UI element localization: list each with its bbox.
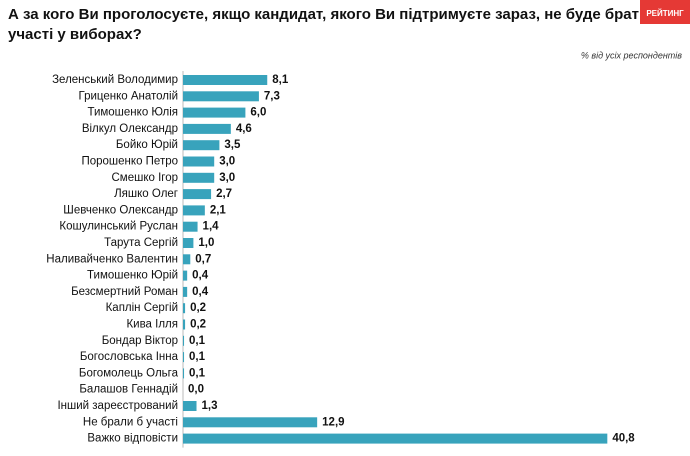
value-label: 6,0 bbox=[250, 107, 266, 119]
category-label: Богословська Інна bbox=[80, 351, 179, 363]
bar bbox=[183, 205, 205, 216]
bar bbox=[183, 221, 198, 232]
value-label: 0,0 bbox=[188, 384, 204, 396]
value-label: 1,3 bbox=[202, 400, 218, 412]
bar bbox=[183, 91, 259, 102]
category-label: Інший зареєстрований bbox=[57, 400, 178, 412]
value-label: 0,2 bbox=[190, 302, 206, 314]
logo: РЕЙТИНГ bbox=[646, 9, 684, 18]
category-label: Наливайченко Валентин bbox=[46, 253, 178, 265]
value-label: 3,0 bbox=[219, 172, 235, 184]
value-label: 2,7 bbox=[216, 188, 232, 200]
value-label: 40,8 bbox=[612, 433, 635, 445]
category-label: Тимошенко Юрій bbox=[87, 270, 178, 282]
category-label: Безсмертний Роман bbox=[71, 286, 178, 298]
value-label: 12,9 bbox=[322, 416, 344, 428]
category-label: Бондар Віктор bbox=[102, 335, 178, 347]
bar bbox=[183, 335, 185, 346]
value-label: 7,3 bbox=[264, 90, 280, 102]
category-label: Ляшко Олег bbox=[114, 188, 178, 200]
value-label: 8,1 bbox=[272, 74, 289, 86]
chart-title: А за кого Ви проголосуєте, якщо кандидат… bbox=[8, 6, 648, 23]
bar bbox=[183, 270, 188, 281]
value-label: 2,1 bbox=[210, 204, 227, 216]
category-label: Кива Ілля bbox=[126, 319, 178, 331]
bar bbox=[183, 401, 197, 411]
category-label: Смешко Ігор bbox=[111, 172, 178, 184]
bar bbox=[183, 286, 188, 297]
chart-title: участі у виборах? bbox=[8, 26, 142, 43]
value-label: 0,7 bbox=[195, 253, 211, 265]
category-label: Зеленський Володимир bbox=[52, 74, 178, 86]
category-label: Бойко Юрій bbox=[116, 139, 178, 151]
value-label: 3,5 bbox=[224, 139, 241, 151]
bar bbox=[183, 75, 268, 85]
bar bbox=[183, 172, 215, 183]
bar bbox=[183, 254, 191, 265]
value-label: 0,4 bbox=[192, 270, 209, 282]
value-label: 0,1 bbox=[189, 335, 206, 347]
category-label: Гриценко Анатолій bbox=[79, 90, 179, 102]
value-label: 1,0 bbox=[198, 237, 214, 249]
category-label: Шевченко Олександр bbox=[63, 204, 178, 216]
category-label: Балашов Геннадій bbox=[79, 384, 178, 396]
value-label: 4,6 bbox=[236, 123, 252, 135]
bar bbox=[183, 352, 185, 363]
bar bbox=[183, 156, 215, 167]
category-label: Кошулинський Руслан bbox=[59, 221, 178, 233]
bar bbox=[183, 433, 608, 444]
bar bbox=[183, 319, 186, 330]
bar bbox=[183, 368, 185, 379]
bar bbox=[183, 303, 186, 314]
category-label: Богомолець Ольга bbox=[79, 367, 179, 379]
category-label: Тарута Сергій bbox=[104, 237, 178, 249]
value-label: 1,4 bbox=[203, 221, 220, 233]
bar bbox=[183, 417, 318, 428]
bar bbox=[183, 189, 212, 200]
category-label: Вілкул Олександр bbox=[82, 123, 178, 135]
value-label: 3,0 bbox=[219, 156, 235, 168]
category-label: Порошенко Петро bbox=[81, 156, 178, 168]
category-label: Не брали б участі bbox=[83, 416, 178, 428]
value-label: 0,1 bbox=[189, 351, 206, 363]
value-label: 0,2 bbox=[190, 319, 206, 331]
category-label: Каплін Сергій bbox=[106, 302, 178, 314]
subtitle: % від усіх респондентів bbox=[581, 50, 682, 60]
category-label: Тимошенко Юлія bbox=[87, 107, 178, 119]
bar bbox=[183, 140, 220, 151]
value-label: 0,4 bbox=[192, 286, 209, 298]
category-label: Важко відповісти bbox=[87, 433, 178, 445]
bar bbox=[183, 238, 194, 248]
logo-box bbox=[640, 0, 690, 24]
value-label: 0,1 bbox=[189, 367, 206, 379]
bar bbox=[183, 107, 246, 118]
bar bbox=[183, 123, 231, 134]
